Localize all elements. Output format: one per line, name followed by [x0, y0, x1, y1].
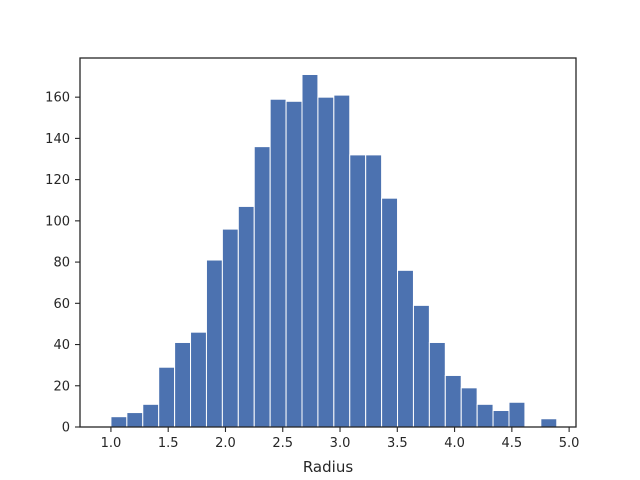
histogram-bar: [285, 100, 303, 428]
x-axis-label: Radius: [303, 458, 353, 476]
x-axis-ticks: 1.0 1.5 2.0 2.5 3.0 3.5 4.0 4.5 5.0: [101, 427, 580, 451]
histogram-bars: [110, 73, 558, 428]
histogram-bar: [126, 412, 144, 428]
histogram-bar: [237, 205, 255, 428]
x-tick-label: 2.5: [272, 436, 293, 451]
histogram-bar: [460, 387, 478, 428]
x-tick-label: 3.0: [330, 436, 351, 451]
x-tick-label: 1.0: [101, 436, 122, 451]
y-tick-label: 140: [45, 132, 70, 147]
histogram-bar: [142, 403, 160, 428]
y-tick-label: 120: [45, 173, 70, 188]
y-tick-label: 40: [53, 338, 70, 353]
histogram-bar: [221, 228, 239, 428]
histogram-bar: [317, 96, 335, 428]
histogram-bar: [349, 154, 367, 428]
histogram-bar: [540, 418, 558, 428]
x-tick-label: 4.0: [444, 436, 465, 451]
y-tick-label: 0: [62, 421, 70, 436]
y-tick-label: 80: [53, 256, 70, 271]
x-tick-label: 5.0: [559, 436, 580, 451]
x-tick-label: 4.5: [502, 436, 523, 451]
histogram-bar: [333, 94, 351, 428]
x-tick-label: 2.0: [215, 436, 236, 451]
histogram-bar: [205, 259, 223, 428]
histogram-bar: [158, 366, 176, 428]
histogram-bar: [476, 403, 494, 428]
histogram-bar: [492, 410, 510, 428]
plot-frame: [79, 57, 577, 428]
histogram-bar: [381, 197, 399, 428]
histogram-bar: [190, 331, 207, 428]
histogram-bar: [301, 73, 319, 428]
histogram-bar: [428, 341, 446, 428]
histogram-bar: [508, 401, 526, 428]
histogram-bar: [444, 374, 462, 428]
histogram-bar: [174, 341, 192, 428]
x-tick-label: 3.5: [387, 436, 408, 451]
y-tick-label: 160: [45, 91, 70, 106]
y-tick-label: 100: [45, 214, 70, 229]
histogram-bar: [412, 304, 430, 428]
histogram-bar: [397, 269, 414, 428]
y-tick-label: 20: [53, 379, 70, 394]
histogram-bar: [110, 416, 128, 428]
histogram-bar: [253, 146, 271, 428]
histogram-bar: [269, 98, 287, 428]
histogram-bar: [365, 154, 383, 428]
y-axis-ticks: 0 20 40 60 80 100 120 140 160: [45, 91, 80, 436]
y-tick-label: 60: [53, 297, 70, 312]
x-tick-label: 1.5: [158, 436, 179, 451]
